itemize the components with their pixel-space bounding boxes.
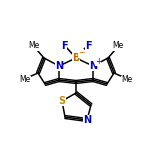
- Text: Me: Me: [28, 41, 40, 50]
- Text: −: −: [78, 48, 84, 57]
- Text: Me: Me: [112, 41, 124, 50]
- Text: S: S: [58, 96, 66, 106]
- Text: B: B: [72, 53, 80, 63]
- Text: +: +: [95, 57, 101, 66]
- Text: F: F: [61, 41, 67, 51]
- Text: Me: Me: [121, 76, 133, 85]
- Text: N: N: [89, 61, 97, 71]
- Text: Me: Me: [19, 76, 31, 85]
- Text: N: N: [83, 115, 91, 125]
- Text: F: F: [85, 41, 91, 51]
- Text: N: N: [55, 61, 63, 71]
